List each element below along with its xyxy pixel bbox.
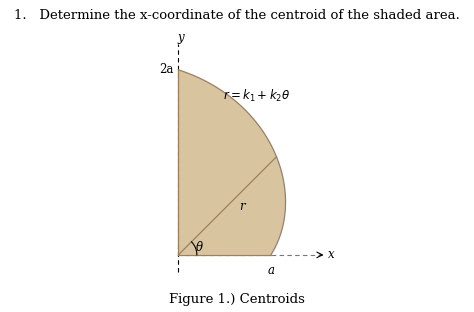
Polygon shape (178, 70, 285, 255)
Text: Figure 1.) Centroids: Figure 1.) Centroids (169, 293, 305, 306)
Text: x: x (328, 248, 335, 261)
Text: 1.   Determine the x-coordinate of the centroid of the shaded area.: 1. Determine the x-coordinate of the cen… (14, 9, 460, 22)
Text: 2a: 2a (159, 63, 174, 76)
Text: a: a (267, 264, 274, 277)
Text: r: r (239, 200, 245, 213)
Text: $r = k_1 + k_2\theta$: $r = k_1 + k_2\theta$ (223, 88, 290, 104)
Text: θ: θ (196, 241, 203, 254)
Text: y: y (178, 31, 184, 44)
